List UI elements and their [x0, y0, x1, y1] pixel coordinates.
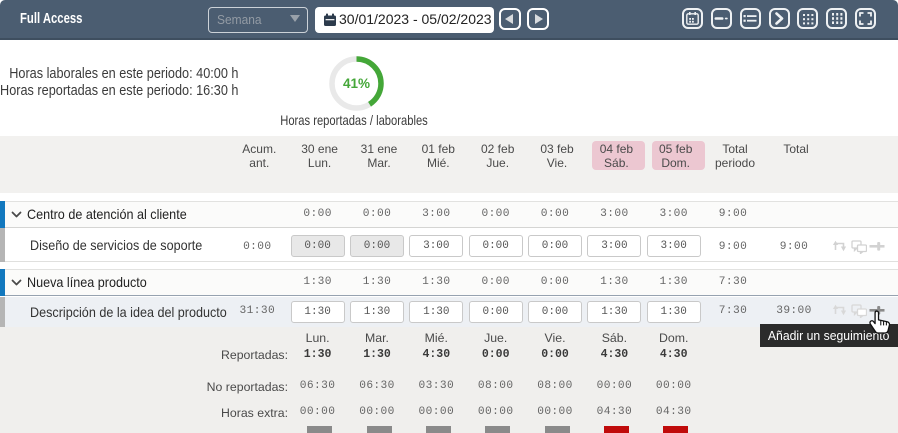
svg-text:41%: 41%: [343, 76, 370, 91]
